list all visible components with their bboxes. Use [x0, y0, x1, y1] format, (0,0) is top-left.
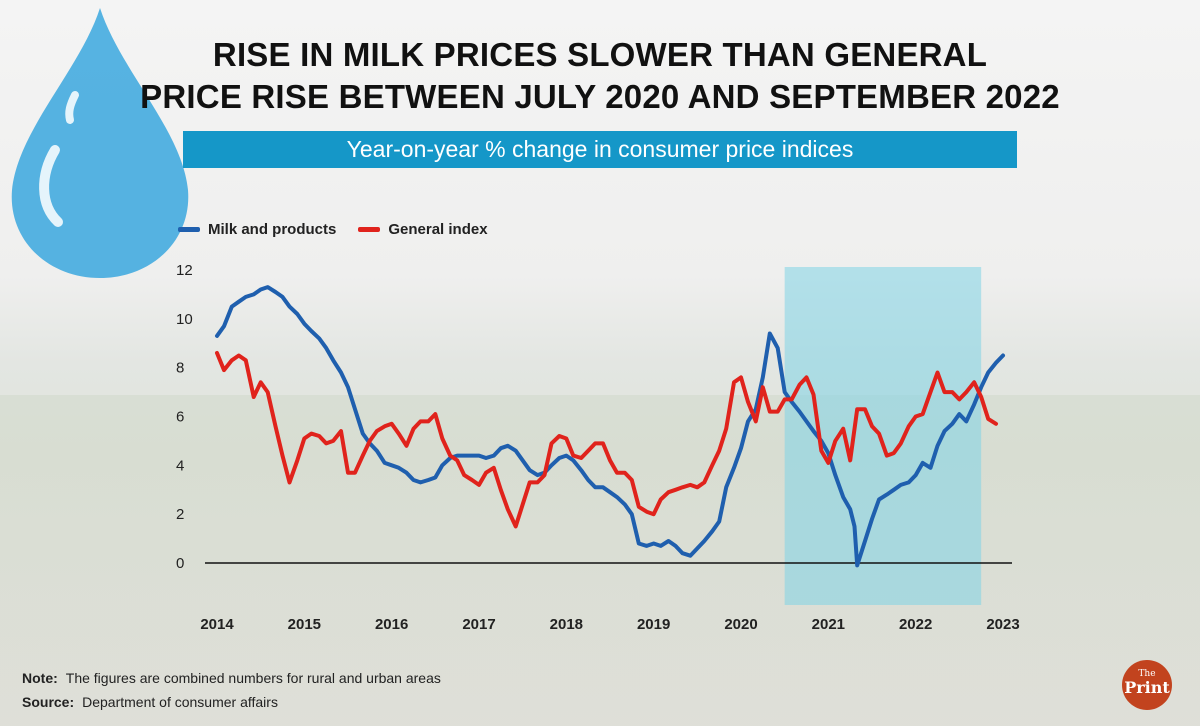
legend-swatch-milk [178, 226, 200, 232]
water-drop-icon [11, 8, 189, 278]
logo-small-text: The [1138, 669, 1156, 679]
x-tick-label: 2016 [375, 616, 408, 633]
note-text: The figures are combined numbers for rur… [65, 670, 441, 686]
legend-item-general: General index [358, 220, 488, 238]
x-tick-label: 2020 [724, 616, 757, 633]
legend-swatch-general [358, 226, 381, 232]
legend-item-milk: Milk and products [178, 221, 336, 238]
title-line-2: PRICE RISE BETWEEN JULY 2020 AND SEPTEMB… [140, 78, 1060, 115]
series-line-milk [215, 285, 1005, 568]
source-text: Department of consumer affairs [82, 694, 278, 710]
title-line-1: RISE IN MILK PRICES SLOWER THAN GENERAL [212, 36, 988, 73]
y-tick-label: 8 [176, 360, 184, 377]
legend-label-general: General index [388, 220, 488, 238]
x-tick-label: 2018 [550, 616, 583, 633]
chart-subtitle: Year-on-year % change in consumer price … [183, 131, 1017, 168]
x-tick-label: 2014 [200, 616, 234, 633]
footer-note: Note: The figures are combined numbers fo… [22, 670, 441, 686]
note-label: Note: [22, 670, 58, 686]
source-label: Source: [22, 694, 75, 710]
chart-title: RISE IN MILK PRICES SLOWER THAN GENERAL … [0, 34, 1200, 118]
y-tick-label: 4 [176, 457, 184, 474]
series-line-general [215, 351, 998, 529]
theprint-logo: The Print [1122, 660, 1172, 710]
highlight-band [784, 267, 982, 605]
legend: Milk and products General index [178, 219, 510, 239]
footer-source: Source: Department of consumer affairs [22, 694, 278, 710]
y-tick-label: 10 [176, 311, 193, 328]
x-tick-label: 2022 [899, 616, 932, 633]
x-tick-label: 2019 [637, 616, 670, 633]
y-tick-label: 2 [176, 506, 184, 523]
x-tick-label: 2023 [986, 616, 1019, 633]
y-tick-label: 12 [176, 262, 193, 279]
legend-label-milk: Milk and products [208, 220, 337, 238]
x-tick-label: 2021 [812, 616, 845, 633]
x-tick-label: 2017 [462, 616, 495, 633]
y-tick-label: 6 [176, 409, 184, 426]
logo-main-text: Print [1124, 678, 1170, 697]
background-field [0, 395, 1200, 726]
x-tick-label: 2015 [288, 616, 321, 633]
y-tick-label: 0 [176, 555, 184, 572]
